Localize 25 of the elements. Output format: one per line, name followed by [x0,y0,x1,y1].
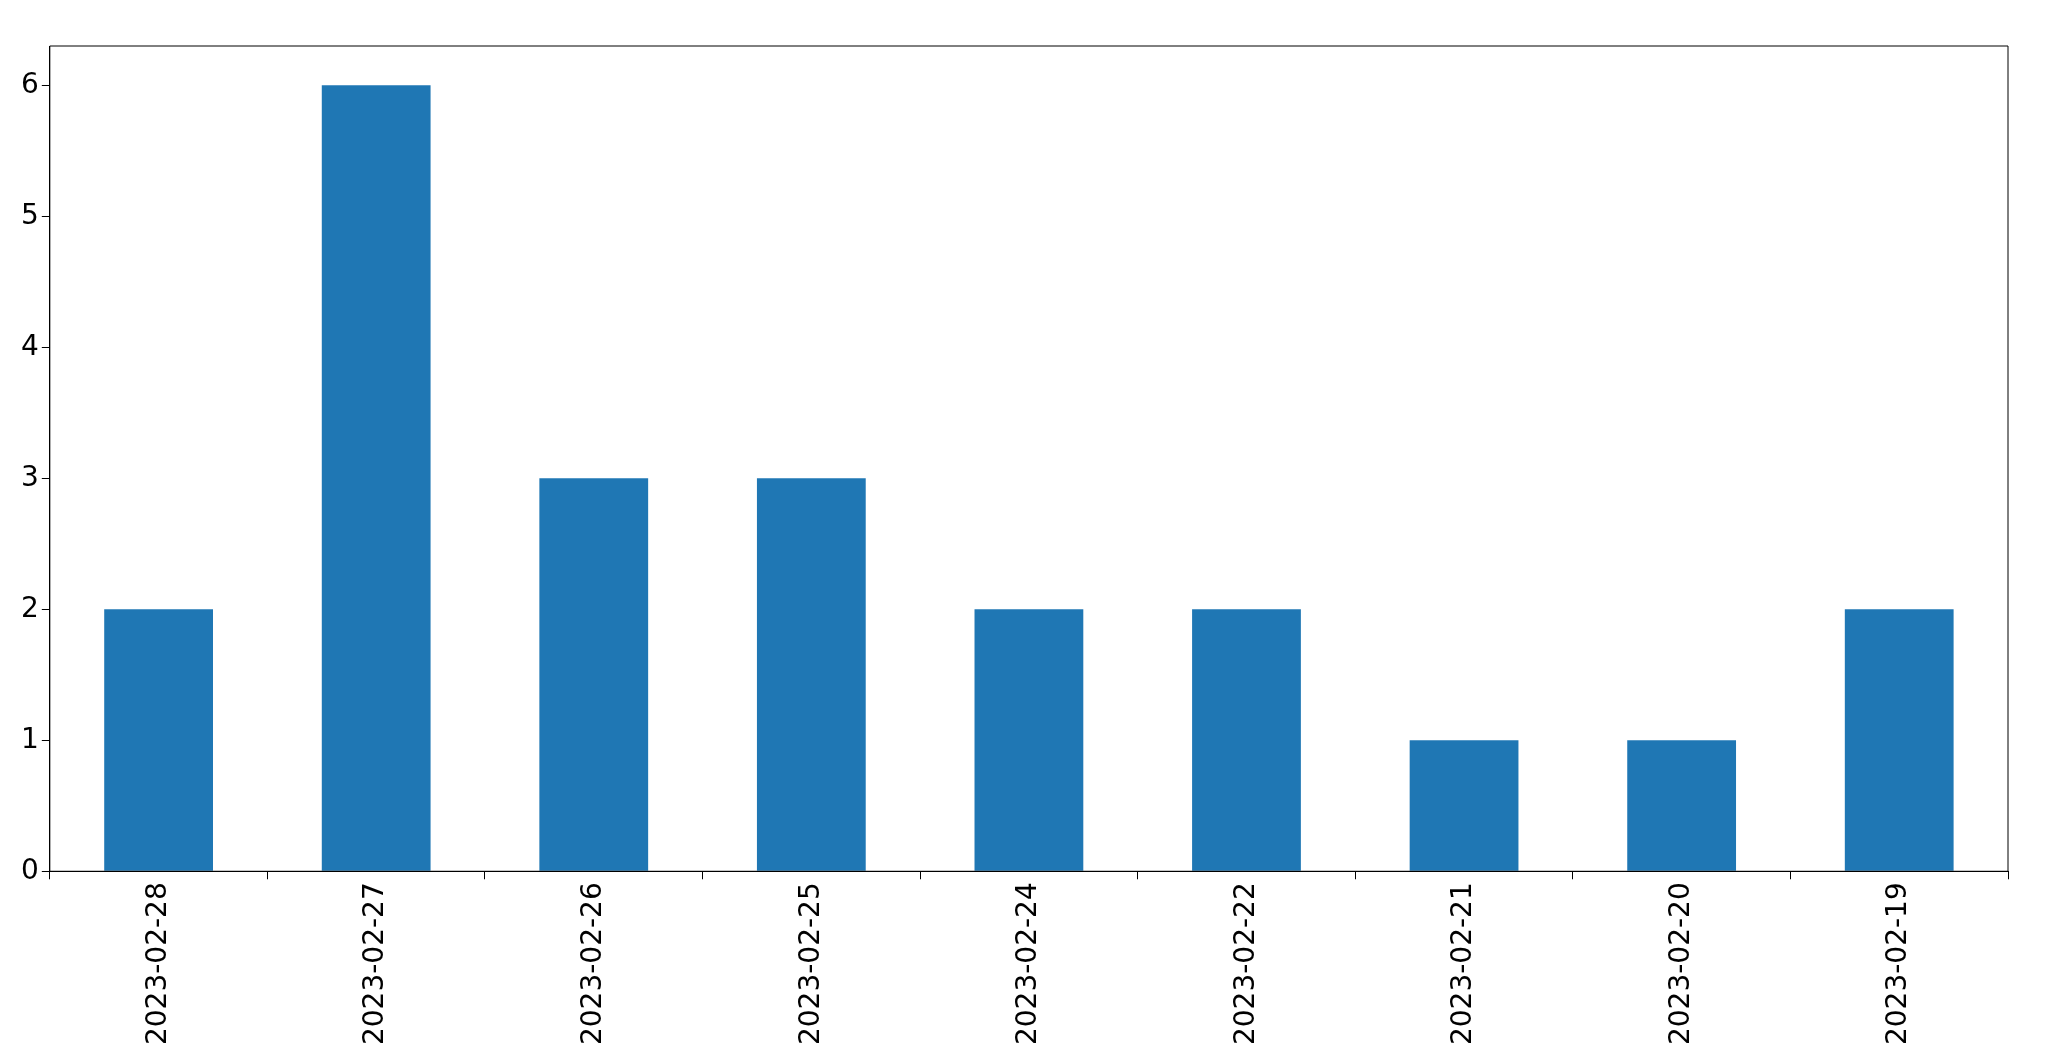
y-tick-label: 4 [20,328,39,362]
y-tick-label: 3 [20,459,39,493]
bar [756,478,866,871]
y-tick-label: 6 [20,66,39,100]
x-tick-label: 2023-02-22 [1227,882,1261,1046]
x-tick-label: 2023-02-20 [1662,882,1696,1046]
x-tick-label: 2023-02-25 [792,882,826,1046]
y-tick-label: 5 [20,197,39,231]
x-tick-label: 2023-02-27 [357,882,391,1046]
bar [1409,740,1519,871]
bar [1192,609,1301,871]
y-tick-label: 0 [20,852,39,886]
x-tick-label: 2023-02-19 [1880,882,1914,1046]
x-tick-label: 2023-02-28 [139,882,173,1046]
bar [974,609,1084,871]
bar [1844,609,1954,871]
bar [1627,740,1737,871]
x-tick-label: 2023-02-21 [1445,882,1479,1046]
x-tick-label: 2023-02-26 [575,882,609,1046]
bar [104,609,213,871]
bar [539,478,649,871]
y-tick-label: 1 [20,721,39,755]
x-tick-label: 2023-02-24 [1010,882,1044,1046]
bar [321,85,431,871]
y-tick-label: 2 [20,590,39,624]
